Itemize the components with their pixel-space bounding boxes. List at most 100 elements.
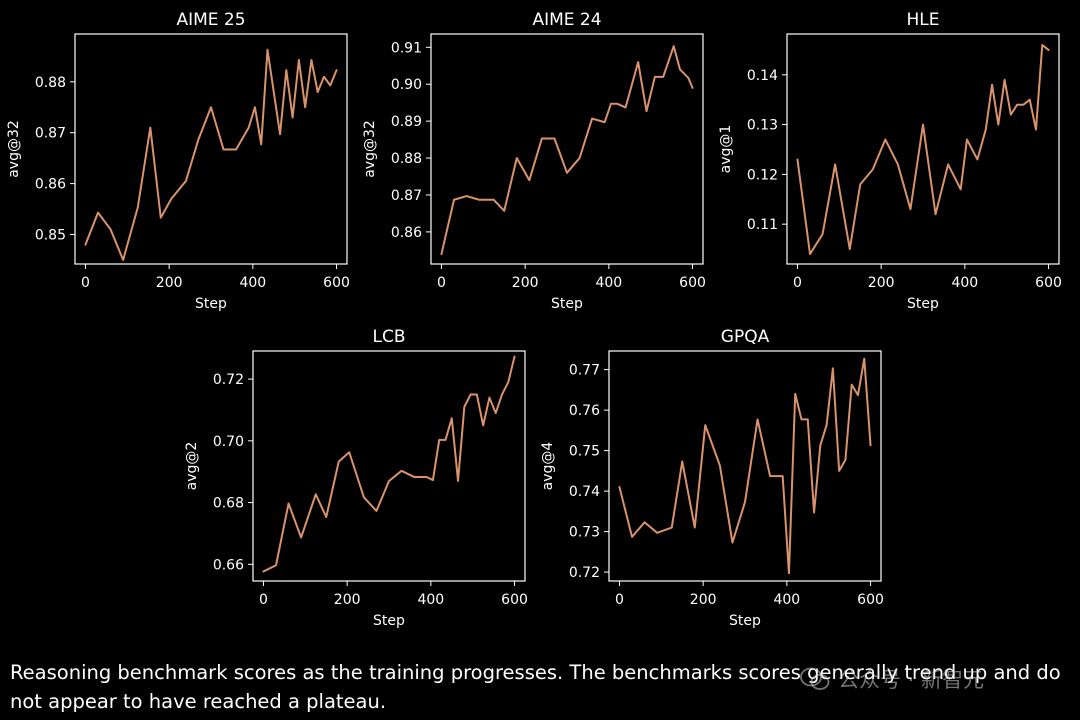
- lcb-data-point: [325, 516, 327, 518]
- aime-25-data-point: [304, 106, 306, 108]
- aime-25-data-point: [137, 207, 139, 209]
- aime-25-data-point: [160, 217, 162, 219]
- lcb-ytick-label: 0.66: [213, 557, 244, 573]
- aime-24-ylabel: avg@32: [362, 120, 378, 178]
- gpqa-data-point: [788, 572, 790, 574]
- hle-data-point: [976, 158, 978, 160]
- aime-25-data-point: [329, 84, 331, 86]
- aime-25-data-point: [210, 106, 212, 108]
- hle-data-point: [997, 124, 999, 126]
- lcb-series-line: [262, 355, 516, 573]
- aime-25-chart: AIME 25 0 200 400 600 0.85 0.86 0.87 0.88 Step avg…: [6, 10, 350, 312]
- gpqa-ytick-label: 0.73: [569, 525, 600, 541]
- aime-25-data-point: [336, 69, 338, 71]
- gpqa-ytick-label: 0.74: [569, 484, 600, 500]
- lcb-xtick-label: 400: [417, 592, 444, 608]
- aime-24-series-line: [440, 45, 694, 256]
- lcb-data-point: [444, 439, 446, 441]
- lcb-xtick-label: 0: [259, 592, 268, 608]
- hle-data-point: [884, 139, 886, 141]
- hle-data-point: [872, 168, 874, 170]
- gpqa-data-point: [757, 418, 759, 420]
- aime-25-data-point: [285, 69, 287, 71]
- gpqa-plot-frame: [608, 350, 882, 582]
- aime-25-ytick-label: 0.85: [35, 227, 66, 243]
- gpqa-data-point: [731, 542, 733, 544]
- gpqa-data-point: [644, 521, 646, 523]
- aime-24-ytick-label: 0.89: [391, 114, 422, 130]
- aime-24-data-point: [673, 45, 675, 47]
- gpqa-data-point: [704, 424, 706, 426]
- hle-data-point: [1022, 104, 1024, 106]
- hle-data-point: [1010, 114, 1012, 116]
- hle-xtick-label: 400: [951, 275, 978, 291]
- hle-data-point: [960, 188, 962, 190]
- aime-24-plot-frame: [430, 33, 704, 265]
- lcb-data-point: [363, 496, 365, 498]
- aime-24-ytick-label: 0.86: [391, 225, 422, 241]
- lcb-data-point: [375, 510, 377, 512]
- hle-xlabel: Step: [907, 296, 939, 312]
- lcb-data-point: [463, 406, 465, 408]
- aime-24-chart: AIME 24 0 200 400 600 0.86 0.87 0.88 0.89 0.90 0.9…: [362, 10, 706, 312]
- aime-25-data-point: [170, 198, 172, 200]
- aime-25-xlabel: Step: [195, 296, 227, 312]
- lcb-data-point: [488, 397, 490, 399]
- aime-25-data-point: [279, 133, 281, 135]
- aime-24-data-point: [687, 77, 689, 79]
- aime-25-ytick-label: 0.88: [35, 75, 66, 91]
- aime-25-data-point: [254, 106, 256, 108]
- figure-caption: Reasoning benchmark scores as the traini…: [10, 661, 1061, 713]
- gpqa-chart: GPQA 0 200 400 600 0.72 0.73 0.74 0.75 0.76 0.77 St…: [540, 327, 884, 629]
- aime-25-ytick-label: 0.87: [35, 126, 66, 142]
- aime-25-data-point: [110, 228, 112, 230]
- gpqa-data-point: [671, 527, 673, 529]
- gpqa-data-point: [813, 512, 815, 514]
- lcb-data-point: [348, 451, 350, 453]
- lcb-data-point: [457, 480, 459, 482]
- aime-25-ylabel: avg@32: [6, 120, 22, 178]
- aime-24-data-point: [637, 61, 639, 63]
- aime-24-data-point: [692, 87, 694, 89]
- aime-25-data-point: [260, 143, 262, 145]
- aime-24-data-point: [679, 68, 681, 70]
- aime-25-title: AIME 25: [176, 10, 245, 30]
- aime-24-data-point: [493, 199, 495, 201]
- aime-24-ytick-label: 0.91: [391, 40, 422, 56]
- lcb-ytick-label: 0.72: [213, 372, 244, 388]
- aime-25-xtick-label: 600: [323, 275, 350, 291]
- aime-25-data-point: [185, 180, 187, 182]
- hle-data-point: [796, 158, 798, 160]
- lcb-xtick-label: 600: [501, 592, 528, 608]
- aime-25-series-line: [84, 48, 338, 261]
- hle-data-point: [947, 163, 949, 165]
- lcb-chart: LCB 0 200 400 600 0.66 0.68 0.70 0.72 Step avg@2: [184, 327, 528, 629]
- watermark: 公众号 · 新智元: [800, 664, 984, 694]
- lcb-data-point: [388, 480, 390, 482]
- hle-data-point: [1048, 49, 1050, 51]
- gpqa-data-point: [851, 384, 853, 386]
- gpqa-data-point: [857, 394, 859, 396]
- aime-24-ytick-label: 0.87: [391, 188, 422, 204]
- hle-xtick-label: 0: [793, 275, 802, 291]
- lcb-data-point: [262, 570, 264, 572]
- gpqa-data-point: [719, 465, 721, 467]
- gpqa-data-point: [838, 470, 840, 472]
- lcb-data-point: [413, 476, 415, 478]
- gpqa-xtick-label: 400: [773, 592, 800, 608]
- gpqa-data-point: [800, 418, 802, 420]
- benchmark-chart-grid: AIME 25 0 200 400 600 0.85 0.86 0.87 0.88 Step avg…: [6, 10, 1062, 629]
- watermark-text: 公众号 · 新智元: [838, 668, 985, 692]
- gpqa-xtick-label: 600: [857, 592, 884, 608]
- gpqa-data-point: [782, 475, 784, 477]
- aime-25-data-point: [122, 259, 124, 261]
- lcb-data-point: [300, 536, 302, 538]
- gpqa-data-point: [694, 527, 696, 529]
- lcb-data-point: [507, 381, 509, 383]
- hle-ytick-label: 0.12: [747, 167, 778, 183]
- aime-25-data-point: [292, 116, 294, 118]
- aime-25-data-point: [84, 244, 86, 246]
- lcb-data-point: [495, 412, 497, 414]
- aime-25-plot-frame: [74, 33, 348, 265]
- gpqa-data-point: [819, 444, 821, 446]
